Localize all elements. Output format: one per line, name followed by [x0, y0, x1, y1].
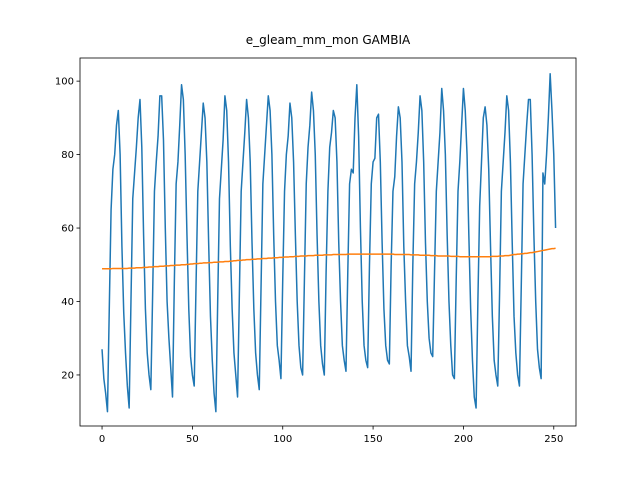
y-tick-label: 60 [61, 224, 74, 235]
y-tick-label: 40 [61, 297, 74, 308]
x-tick-label: 50 [186, 434, 199, 445]
line-series [102, 247, 556, 270]
x-tick-label: 100 [273, 434, 292, 445]
y-tick-label: 20 [61, 370, 74, 381]
x-tick-label: 250 [544, 434, 563, 445]
y-tick-label: 100 [55, 77, 74, 88]
x-tick-label: 0 [99, 434, 105, 445]
x-tick-label: 150 [364, 434, 383, 445]
plot-frame [79, 57, 577, 427]
x-tick-label: 200 [454, 434, 473, 445]
line-series [101, 73, 557, 413]
chart-title: e_gleam_mm_mon GAMBIA [246, 33, 411, 47]
y-tick-label: 80 [61, 150, 74, 161]
